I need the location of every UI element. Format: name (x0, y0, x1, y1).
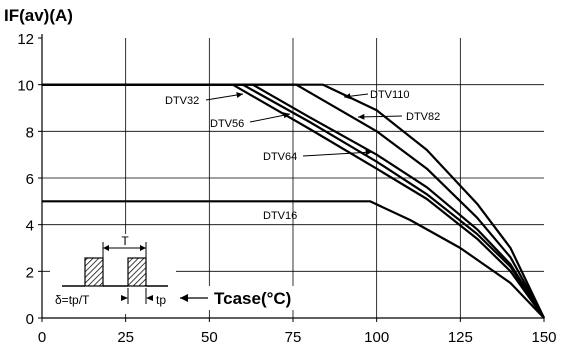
period-arrowhead-left (103, 245, 109, 251)
x-tick-label: 0 (38, 329, 46, 346)
leader-arrowhead-dtv64 (365, 149, 372, 156)
tp-arrow-left (121, 295, 128, 301)
series-label-dtv110: DTV110 (370, 89, 410, 101)
leader-arrowhead-dtv110 (344, 93, 351, 100)
pulse-2 (127, 257, 147, 287)
x-tick-label: 150 (531, 329, 556, 346)
series-label-dtv16: DTV16 (263, 210, 297, 222)
series-labels: Tcase(°C) DTV32 DTV56 DTV110 DTV82 DTV64 DTV16 (165, 89, 440, 310)
y-tick-label: 12 (17, 31, 34, 48)
pulse-1 (84, 257, 104, 287)
series-label-dtv82: DTV82 (406, 111, 440, 123)
series-line-dtv64 (42, 83, 545, 319)
series-line-dtv110 (42, 83, 545, 319)
leader-arrowhead-dtv32 (236, 92, 243, 98)
tick-labels: 0 25 50 75 100 125 150 0 2 4 6 8 10 12 (17, 31, 556, 346)
series-label-dtv56: DTV56 (210, 118, 244, 130)
tp-label: tp (156, 293, 166, 307)
x-title-background (208, 286, 310, 310)
series-lines (42, 83, 545, 319)
tp-arrow-right (146, 295, 153, 301)
series-line-dtv82 (42, 83, 545, 319)
leader-arrowhead-dtv82 (358, 113, 365, 120)
leader-line-dtv56 (249, 113, 291, 123)
y-tick-label: 6 (26, 171, 34, 188)
series-label-dtv64: DTV64 (263, 151, 297, 163)
duty-label: δ=tp/T (55, 293, 90, 307)
x-tick-label: 125 (448, 329, 473, 346)
x-tick-label: 75 (285, 329, 302, 346)
leader-line-dtv64 (302, 151, 373, 157)
x-tick-label: 25 (117, 329, 134, 346)
x-axis-title: Tcase(°C) (214, 289, 291, 308)
series-line-dtv56 (42, 83, 545, 319)
x-title-arrowhead (180, 294, 188, 302)
x-tick-label: 100 (364, 329, 389, 346)
duty-cycle-inset: Tδ=tp/T tp (50, 234, 176, 314)
y-tick-label: 2 (26, 264, 34, 281)
inset-background (50, 234, 176, 314)
series-line-dtv16 (42, 200, 545, 319)
axes (38, 34, 545, 322)
series-label-dtv32: DTV32 (165, 95, 199, 107)
y-tick-label: 8 (26, 124, 34, 141)
series-line-dtv32 (42, 83, 545, 319)
leader-arrowhead-dtv56 (283, 112, 290, 119)
leader-line-dtv82 (357, 115, 403, 118)
period-label: T (121, 234, 129, 248)
y-tick-label: 0 (26, 311, 34, 328)
y-tick-label: 4 (26, 218, 34, 235)
y-axis-title: IF(av)(A) (4, 6, 73, 25)
x-tick-label: 50 (201, 329, 218, 346)
y-tick-label: 10 (17, 78, 34, 95)
period-arrowhead-right (140, 245, 146, 251)
